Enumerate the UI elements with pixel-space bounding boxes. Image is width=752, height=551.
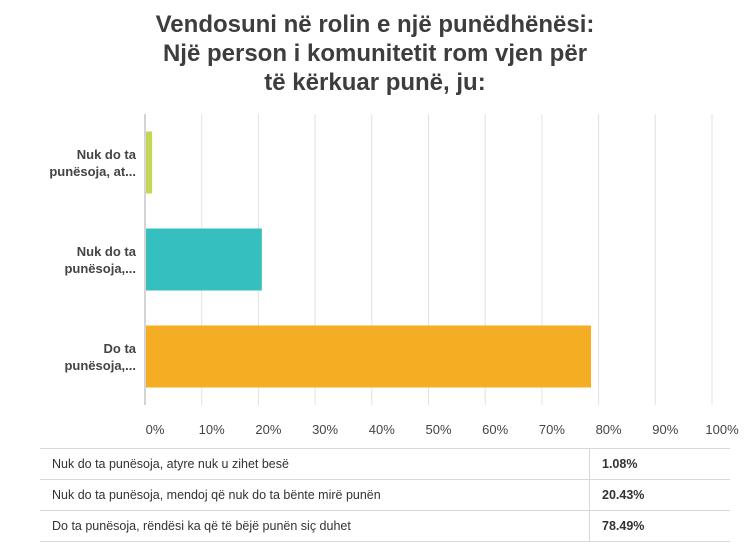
table-row: Nuk do ta punësoja, mendoj që nuk do ta …: [40, 479, 730, 511]
bar: [146, 228, 262, 291]
category-label: Nuk do ta: [77, 244, 137, 259]
category-label: punësoja,...: [64, 261, 136, 276]
x-tick-label: 50%: [425, 422, 451, 437]
row-value: 1.08%: [589, 448, 730, 480]
table-row: Do ta punësoja, rëndësi ka që të bëjë pu…: [40, 510, 730, 542]
x-tick-label: 80%: [596, 422, 622, 437]
x-tick-label: 70%: [539, 422, 565, 437]
x-tick-label: 60%: [482, 422, 508, 437]
category-label: Do ta: [104, 341, 137, 356]
row-label: Do ta punësoja, rëndësi ka që të bëjë pu…: [40, 510, 590, 542]
x-tick-label: 20%: [255, 422, 281, 437]
chart-title: Vendosuni në rolin e një punëdhënësi: Nj…: [155, 11, 595, 96]
x-tick-label: 90%: [652, 422, 678, 437]
bar-chart: 0% 10% 20% 30% 40% 50% 60% 70% 80% 90% 100% Nuk do …: [49, 114, 739, 437]
x-tick-label: 0%: [146, 422, 165, 437]
x-tick-label: 30%: [312, 422, 338, 437]
x-tick-label: 100%: [705, 422, 739, 437]
category-label: Nuk do ta: [77, 147, 137, 162]
x-tick-label: 40%: [369, 422, 395, 437]
table-row: Nuk do ta punësoja, atyre nuk u zihet be…: [40, 448, 730, 480]
summary-table: Nuk do ta punësoja, atyre nuk u zihet be…: [40, 448, 730, 542]
row-value: 20.43%: [589, 479, 730, 511]
bar: [146, 131, 153, 194]
row-label: Nuk do ta punësoja, atyre nuk u zihet be…: [40, 448, 590, 480]
category-label: punësoja,...: [64, 358, 136, 373]
row-label: Nuk do ta punësoja, mendoj që nuk do ta …: [40, 479, 590, 511]
row-value: 78.49%: [589, 510, 730, 542]
x-tick-label: 10%: [199, 422, 225, 437]
category-label: punësoja, at...: [49, 164, 136, 179]
bar: [146, 325, 592, 388]
